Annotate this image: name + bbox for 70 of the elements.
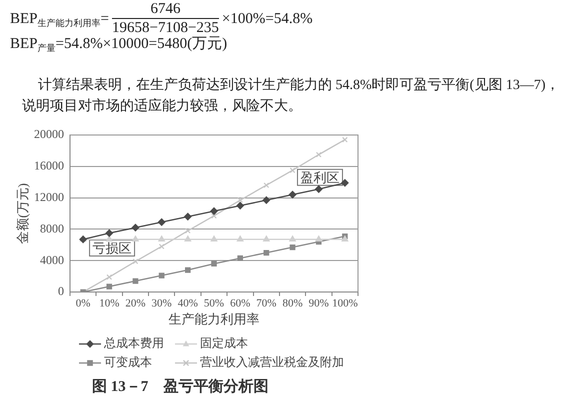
point <box>158 218 166 226</box>
x-tick-label: 80% <box>282 297 303 310</box>
text: 图 13－7 盈亏平衡分析图 <box>92 378 268 395</box>
point <box>184 212 192 220</box>
point <box>341 179 349 187</box>
point <box>314 185 322 193</box>
point <box>132 236 139 242</box>
point <box>211 260 217 267</box>
y-tick-label: 20000 <box>34 127 64 142</box>
point <box>106 236 113 242</box>
x-tick-label: 70% <box>256 297 276 310</box>
point <box>210 207 218 215</box>
text: BEP$_{产量}$=54.8%×10000=5480(万元) <box>10 36 228 53</box>
y-tick-label: 4000 <box>40 252 64 267</box>
point <box>315 236 322 242</box>
point <box>132 224 140 232</box>
point <box>262 196 270 204</box>
x-tick-label: 10% <box>99 297 120 310</box>
text: ×100%=54.8% <box>222 10 313 28</box>
y-tick-label: 8000 <box>40 221 64 236</box>
point <box>106 274 112 280</box>
point <box>237 255 243 262</box>
point <box>236 236 244 242</box>
text: BEP$_{生产能力利用率}$= <box>10 10 109 28</box>
point <box>185 228 191 234</box>
point <box>106 284 112 290</box>
point <box>237 197 243 203</box>
x-tick-label: 30% <box>152 297 172 310</box>
point <box>263 236 270 242</box>
x-tick-label: 60% <box>230 297 250 310</box>
point <box>342 136 348 143</box>
point <box>158 272 164 278</box>
point <box>211 213 217 219</box>
point <box>289 236 296 242</box>
x-axis-title: 生产能力利用率 <box>168 312 260 327</box>
annotation: 亏损区 <box>92 240 132 256</box>
point <box>342 236 348 242</box>
y-tick-label: 0 <box>58 284 64 298</box>
y-tick-label: 16000 <box>34 158 64 173</box>
point <box>132 258 138 264</box>
legend-label: 总成本费用 <box>103 336 164 350</box>
x-tick-label: 40% <box>178 297 198 310</box>
point <box>106 229 114 237</box>
text: 19658−7108−235 <box>112 18 219 37</box>
y-tick-label: 12000 <box>34 190 64 204</box>
text: 计算结果表明，在生产负荷达到设计生产能力的 54.8%时即可盈亏平衡(见图 13—7)，说明项目对市场的适应能力较强，风险不大。 <box>22 76 560 116</box>
x-tick-label: 100% <box>332 297 358 310</box>
legend-label: 营业收入减营业税金及附加 <box>200 355 344 370</box>
text: 6746 <box>150 1 180 18</box>
annotation: 盈利区 <box>300 170 340 185</box>
point <box>264 182 270 188</box>
y-axis-title: 金额(万元) <box>15 183 30 244</box>
x-tick-label: 50% <box>204 297 224 310</box>
point <box>184 236 192 242</box>
point <box>288 190 296 198</box>
legend-label: 固定成本 <box>200 336 248 350</box>
point <box>316 152 322 158</box>
legend-label: 可变成本 <box>104 355 152 370</box>
point <box>158 244 164 250</box>
point <box>290 168 296 174</box>
point <box>185 267 191 273</box>
x-tick-label: 90% <box>308 297 329 310</box>
point <box>264 250 270 256</box>
point <box>132 278 138 284</box>
point <box>236 202 244 210</box>
point <box>158 236 165 242</box>
x-tick-label: 0% <box>76 297 90 310</box>
point <box>210 236 218 242</box>
x-tick-label: 20% <box>125 297 146 310</box>
point <box>290 244 296 250</box>
